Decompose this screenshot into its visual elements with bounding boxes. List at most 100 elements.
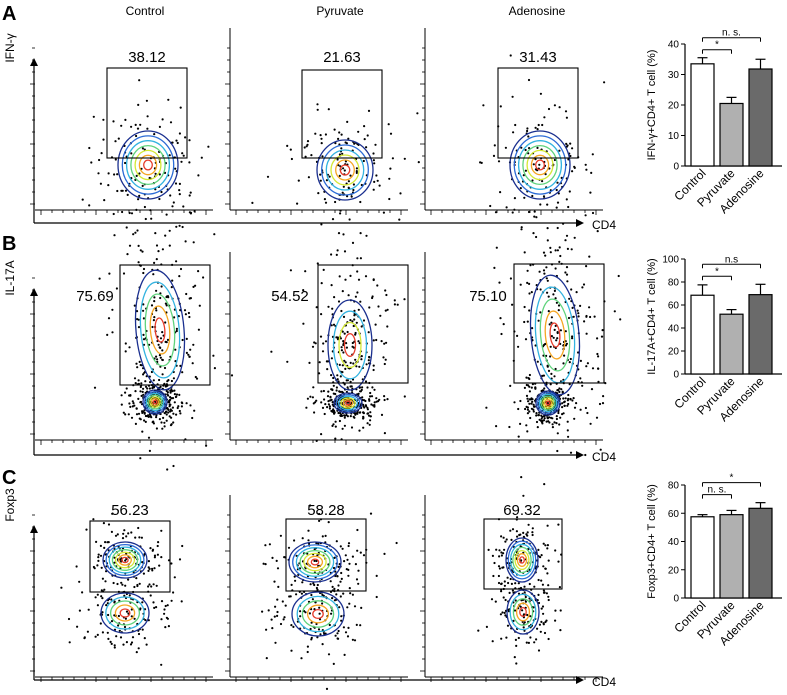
contour-line [109, 600, 141, 626]
scatter-dot [309, 504, 312, 507]
scatter-dot [596, 337, 599, 340]
scatter-dot [553, 289, 557, 292]
scatter-dot [599, 448, 602, 451]
scatter-dot [342, 167, 345, 170]
scatter-dot [581, 286, 584, 289]
scatter-dot [169, 396, 172, 399]
scatter-dot [504, 598, 507, 602]
scatter-dot [304, 270, 307, 273]
scatter-dot [122, 411, 125, 414]
scatter-dot [361, 396, 364, 399]
scatter-dot [557, 304, 561, 307]
scatter-dot [262, 562, 265, 565]
scatter-dot [528, 282, 531, 285]
scatter-dot [542, 269, 546, 272]
scatter-dot [531, 194, 534, 198]
scatter-dot [384, 289, 387, 292]
significance-label: * [730, 473, 734, 484]
scatter-dot [528, 292, 531, 295]
scatter-dot [540, 554, 543, 557]
scatter-dot [508, 591, 511, 595]
scatter-dot [125, 226, 128, 229]
scatter-dot [137, 397, 140, 400]
scatter-dot [572, 397, 575, 400]
scatter-dot [547, 107, 551, 111]
scatter-dot [315, 399, 318, 402]
scatter-dot [160, 600, 164, 603]
scatter-dot [315, 586, 318, 590]
scatter-dot [546, 291, 549, 294]
scatter-dot [175, 260, 178, 263]
scatter-dot [572, 315, 575, 318]
scatter-dot [131, 636, 135, 639]
scatter-dot [528, 373, 532, 377]
scatter-dot [177, 315, 180, 318]
scatter-dot [523, 196, 526, 199]
scatter-dot [145, 643, 148, 646]
scatter-dot [597, 380, 600, 383]
scatter-dot [355, 365, 358, 368]
scatter-dot [356, 257, 359, 260]
scatter-dot [165, 410, 168, 413]
contour-line [147, 394, 163, 410]
scatter-dot [138, 79, 141, 82]
scatter-dot [491, 640, 494, 643]
scatter-dot [509, 529, 512, 532]
scatter-dot [171, 406, 174, 409]
scatter-dot [321, 535, 324, 538]
scatter-dot [333, 587, 336, 591]
scatter-dot [537, 649, 541, 652]
scatter-dot [346, 330, 349, 334]
scatter-dot [485, 406, 488, 409]
scatter-dot [324, 403, 327, 406]
scatter-dot [544, 544, 547, 547]
scatter-dot [320, 142, 323, 145]
scatter-dot [124, 189, 128, 192]
scatter-dot [127, 532, 130, 535]
scatter-dot [141, 430, 144, 433]
scatter-dot [514, 123, 517, 127]
scatter-dot [113, 173, 116, 176]
scatter-dot [153, 554, 157, 557]
scatter-dot [279, 534, 282, 537]
scatter-dot [181, 338, 184, 342]
scatter-dot [128, 594, 131, 597]
scatter-dot [267, 609, 270, 612]
scatter-dot [334, 392, 337, 396]
scatter-dot [535, 412, 538, 415]
scatter-dot [340, 349, 343, 352]
scatter-dot [213, 367, 216, 370]
scatter-dot [189, 191, 192, 194]
scatter-dot [93, 386, 97, 389]
scatter-dot [144, 380, 147, 383]
scatter-dot [546, 365, 549, 368]
scatter-dot [109, 640, 112, 644]
scatter-dot [485, 625, 488, 629]
scatter-dot [117, 614, 120, 618]
scatter-dot [537, 548, 540, 552]
scatter-dot [326, 368, 329, 371]
scatter-dot [556, 249, 560, 252]
scatter-dot [289, 595, 292, 598]
scatter-dot [562, 397, 565, 400]
scatter-dot [102, 118, 105, 121]
scatter-dot [287, 546, 291, 549]
scatter-dot [155, 355, 158, 358]
scatter-dot [319, 633, 322, 636]
scatter-dot [316, 636, 319, 639]
scatter-dot [332, 408, 335, 411]
scatter-dot [334, 634, 337, 637]
contour-line [335, 159, 355, 181]
scatter-dot [338, 131, 341, 134]
scatter-dot [324, 201, 328, 204]
bar-y-tick-label: 10 [668, 131, 680, 142]
contour-line [142, 389, 168, 415]
scatter-dot [352, 188, 355, 192]
scatter-dot [565, 273, 569, 276]
scatter-dot [114, 534, 118, 537]
scatter-dot [358, 342, 361, 345]
scatter-dot [343, 169, 346, 172]
scatter-dot [369, 415, 372, 418]
scatter-dot [353, 605, 357, 608]
scatter-dot [351, 341, 354, 345]
